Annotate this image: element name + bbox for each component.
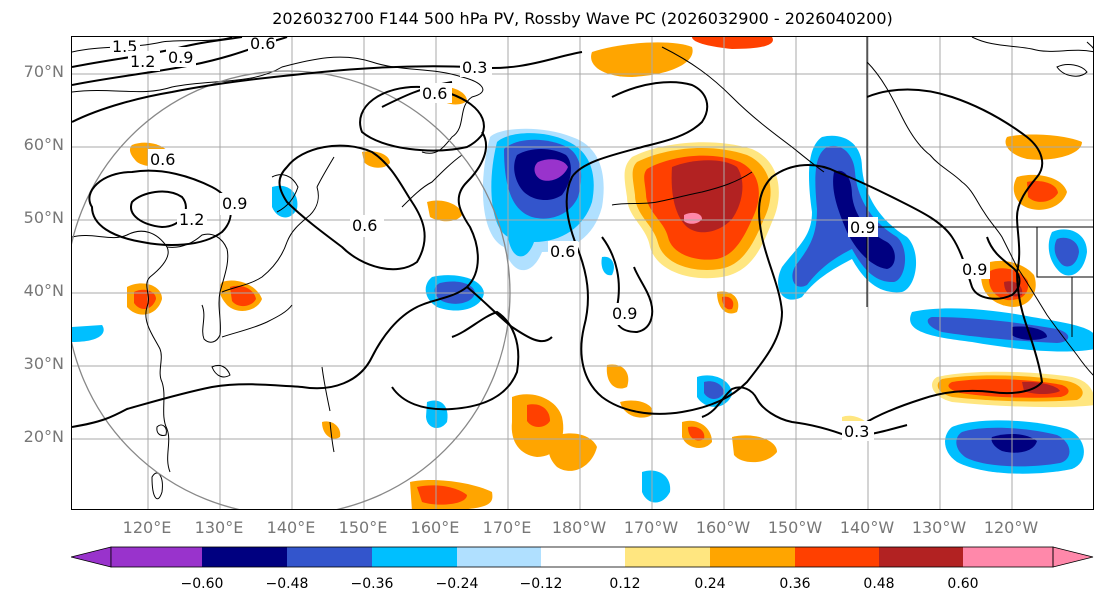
lat-label-40n: 40°N xyxy=(23,281,64,300)
lon-label-130e: 130°E xyxy=(194,518,244,537)
lon-label-160e: 160°E xyxy=(410,518,460,537)
colorbar-tick: −0.48 xyxy=(265,576,309,592)
lon-label-170e: 170°E xyxy=(482,518,532,537)
colorbar-segment xyxy=(71,546,112,568)
map-canvas: 1.5 1.2 0.9 0.6 0.3 0.6 0.6 1.2 0.9 0.6 … xyxy=(72,37,1093,509)
highlight-circle xyxy=(72,70,511,509)
colorbar-tick: 0.12 xyxy=(609,576,641,592)
contour-label: 0.9 xyxy=(168,48,193,67)
colorbar xyxy=(71,546,1094,568)
colorbar-tick: 0.48 xyxy=(863,576,895,592)
pv-positive-shading xyxy=(127,37,1093,509)
lon-label-150e: 150°E xyxy=(338,518,388,537)
lon-label-150w: 150°W xyxy=(767,518,823,537)
colorbar-segment xyxy=(202,547,287,567)
lat-label-60n: 60°N xyxy=(23,135,64,154)
colorbar-segment xyxy=(1052,546,1094,568)
contour-label: 0.9 xyxy=(222,194,247,213)
coastlines xyxy=(72,37,1093,500)
lon-label-120w: 120°W xyxy=(983,518,1039,537)
contour-label: 0.9 xyxy=(850,218,875,237)
colorbar-tick: −0.12 xyxy=(519,576,563,592)
colorbar-segment xyxy=(541,547,625,567)
lat-label-30n: 30°N xyxy=(23,354,64,373)
contour-label: 0.6 xyxy=(150,150,175,169)
lat-label-50n: 50°N xyxy=(23,208,64,227)
contour-label: 0.3 xyxy=(462,58,487,77)
contour-label-group: 1.5 1.2 0.9 0.6 0.3 0.6 0.6 1.2 0.9 0.6 … xyxy=(110,37,990,441)
map-panel: 1.5 1.2 0.9 0.6 0.3 0.6 0.6 1.2 0.9 0.6 … xyxy=(71,36,1094,510)
colorbar-tick: −0.36 xyxy=(350,576,394,592)
contour-label: 0.9 xyxy=(962,260,987,279)
colorbar-segment xyxy=(625,547,710,567)
colorbar-segment xyxy=(372,547,457,567)
contour-label: 0.3 xyxy=(844,422,869,441)
contour-label: 0.6 xyxy=(422,84,447,103)
lon-label-160w: 160°W xyxy=(695,518,751,537)
lon-label-180w: 180°W xyxy=(551,518,607,537)
lon-label-120e: 120°E xyxy=(122,518,172,537)
contour-label: 0.6 xyxy=(250,37,275,53)
colorbar-segment xyxy=(710,547,795,567)
colorbar-tick: 0.60 xyxy=(947,576,979,592)
colorbar-tick: −0.24 xyxy=(435,576,479,592)
colorbar-segment xyxy=(879,547,963,567)
lon-label-130w: 130°W xyxy=(911,518,967,537)
contour-label: 0.6 xyxy=(352,216,377,235)
lon-label-140w: 140°W xyxy=(839,518,895,537)
colorbar-tick: 0.36 xyxy=(779,576,811,592)
contour-label: 0.9 xyxy=(612,304,637,323)
colorbar-segment xyxy=(795,547,879,567)
map-title: 2026032700 F144 500 hPa PV, Rossby Wave … xyxy=(272,9,893,28)
colorbar-segment xyxy=(111,547,202,567)
colorbar-segment xyxy=(457,547,541,567)
colorbar-tick: 0.24 xyxy=(694,576,726,592)
lat-label-70n: 70°N xyxy=(23,62,64,81)
lon-label-170w: 170°W xyxy=(623,518,679,537)
colorbar-segment xyxy=(963,547,1053,567)
contour-label: 1.2 xyxy=(179,210,204,229)
graticule xyxy=(72,37,1093,509)
colorbar-segment xyxy=(287,547,372,567)
contour-label: 1.2 xyxy=(130,52,155,71)
colorbar-tick: −0.60 xyxy=(180,576,224,592)
contour-label: 0.6 xyxy=(550,242,575,261)
lon-label-140e: 140°E xyxy=(266,518,316,537)
lat-label-20n: 20°N xyxy=(23,427,64,446)
